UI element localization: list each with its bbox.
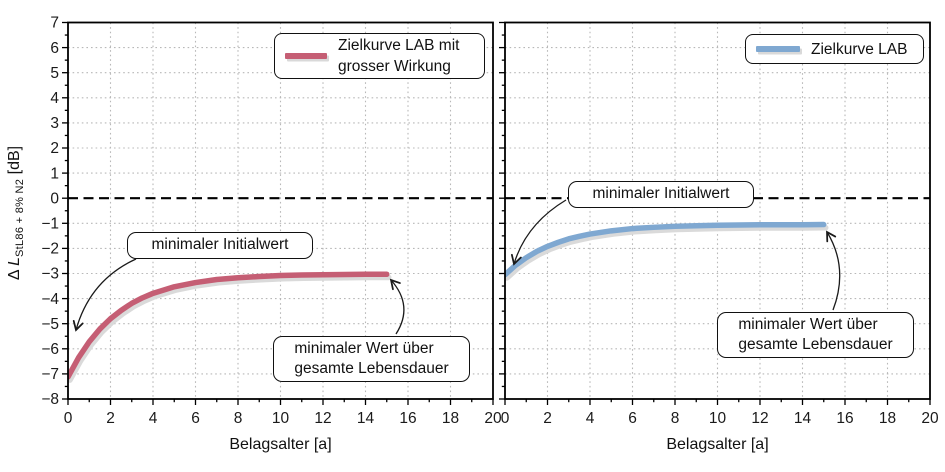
x-tick-label: 12: [751, 410, 768, 427]
y-axis-label: Δ LStL86 + 8% N2 [dB]: [6, 13, 28, 413]
x-tick-label: 8: [234, 410, 243, 427]
x-tick-label: 2: [543, 410, 552, 427]
annotation-min-wert-left: minimaler Wert über gesamte Lebensdauer: [273, 336, 470, 382]
y-axis-label-subscript: StL86 + 8% N2: [14, 178, 27, 257]
x-tick-label: 8: [671, 410, 680, 427]
y-tick-label: 1: [50, 165, 59, 182]
annotation-arrow: [389, 278, 405, 335]
x-tick-label: 4: [586, 410, 595, 427]
y-tick-label: −6: [41, 341, 59, 358]
x-tick-label: 4: [149, 410, 158, 427]
y-tick-label: −8: [41, 391, 59, 408]
annotation-arrow: [510, 199, 567, 266]
x-tick-label: 16: [836, 410, 853, 427]
y-tick-label: −5: [41, 316, 59, 333]
x-tick-label: 6: [191, 410, 200, 427]
y-axis-label-suffix: [dB]: [6, 145, 23, 179]
legend-left: Zielkurve LAB mit grosser Wirkung: [274, 33, 485, 79]
x-tick-label: 12: [314, 410, 331, 427]
x-axis-label-right: Belagsalter [a]: [666, 436, 769, 453]
annotation-min-initialwert-left: minimaler Initialwert: [127, 232, 313, 259]
curve-right: [505, 221, 827, 278]
y-tick-label: −1: [41, 216, 59, 233]
y-tick-label: 0: [50, 190, 59, 207]
y-tick-label: −7: [41, 366, 59, 383]
x-axis-label-left: Belagsalter [a]: [229, 436, 332, 453]
y-tick-label: −2: [41, 241, 59, 258]
y-tick-label: 6: [50, 40, 59, 57]
y-tick-label: −3: [41, 266, 59, 283]
x-tick-label: 20: [484, 410, 502, 427]
annotation-arrow: [826, 230, 841, 311]
panel-border: [504, 21, 931, 400]
legend-right: Zielkurve LAB: [745, 34, 924, 64]
legend-left-label: Zielkurve LAB mit grosser Wirkung: [338, 37, 460, 75]
panel-border: [67, 21, 494, 400]
curve-shadow: [505, 225, 829, 281]
tick-labels: 0 2 4 6 8 10 12 14 16 18 20: [501, 410, 939, 427]
x-tick-label: 2: [106, 410, 115, 427]
x-tick-label: 0: [64, 410, 73, 427]
y-tick-label: 5: [50, 65, 59, 82]
y-tick-label: −4: [41, 291, 59, 308]
annotation-min-initialwert-right: minimaler Initialwert: [568, 181, 754, 208]
curve-left: [68, 271, 390, 380]
x-tick-label: 10: [272, 410, 290, 427]
y-tick-label: 3: [50, 115, 59, 132]
x-tick-label: 18: [442, 410, 459, 427]
y-tick-label: 2: [50, 140, 59, 157]
x-tick-label: 18: [879, 410, 896, 427]
annotation-arrow: [72, 258, 137, 332]
x-tick-label: 0: [501, 410, 510, 427]
x-tick-label: 16: [399, 410, 416, 427]
y-axis-label-symbol: L: [6, 256, 23, 266]
x-tick-label: 14: [794, 410, 812, 427]
y-axis-label-prefix: Δ: [6, 265, 23, 281]
y-tick-label: 7: [50, 15, 59, 32]
x-tick-label: 20: [921, 410, 939, 427]
panel-right: 0 2 4 6 8 10 12 14 16 18 20: [499, 21, 939, 427]
x-tick-label: 10: [709, 410, 727, 427]
legend-right-label: Zielkurve LAB: [811, 40, 908, 58]
y-tick-label: 4: [50, 90, 59, 107]
x-tick-label: 14: [357, 410, 375, 427]
annotation-min-wert-right: minimaler Wert über gesamte Lebensdauer: [717, 312, 914, 358]
legend-left-line-sample: [285, 53, 327, 59]
tick-labels: 0 2 4 6 8 10 12 14 16 18 20−8−7−6−5−4−3−2−10123456…: [41, 15, 502, 427]
annotation-arrows: [72, 199, 841, 335]
legend-right-line-sample: [756, 46, 800, 52]
curve-shadow: [68, 274, 392, 383]
x-tick-label: 6: [628, 410, 637, 427]
